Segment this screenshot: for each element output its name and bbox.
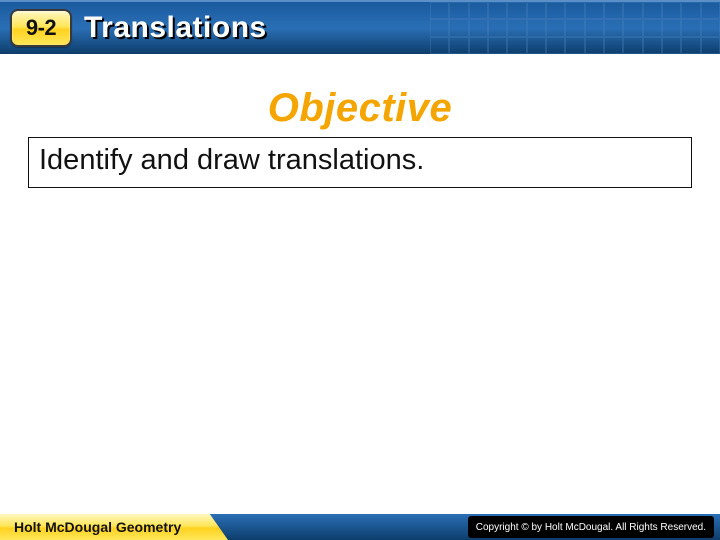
footer-copyright-pill: Copyright © by Holt McDougal. All Rights…: [468, 516, 714, 538]
book-title: Holt McDougal Geometry: [14, 519, 181, 535]
footer-left: Holt McDougal Geometry: [0, 514, 228, 540]
objective-text: Identify and draw translations.: [39, 144, 681, 177]
objective-box: Identify and draw translations.: [28, 137, 692, 188]
objective-heading: Objective: [0, 86, 720, 131]
slide-title: Translations: [84, 11, 267, 45]
lesson-number-text: 9-2: [26, 15, 56, 41]
slide-title-wrap: Translations Translations: [84, 11, 267, 45]
slide-root: 9-2 Translations Translations Objective …: [0, 0, 720, 540]
header-grid-decor: [430, 2, 720, 54]
copyright-text: Copyright © by Holt McDougal. All Rights…: [476, 522, 706, 533]
slide-header: 9-2 Translations Translations: [0, 0, 720, 54]
slide-footer: Holt McDougal Geometry Copyright © by Ho…: [0, 514, 720, 540]
lesson-number-badge: 9-2: [10, 9, 72, 47]
